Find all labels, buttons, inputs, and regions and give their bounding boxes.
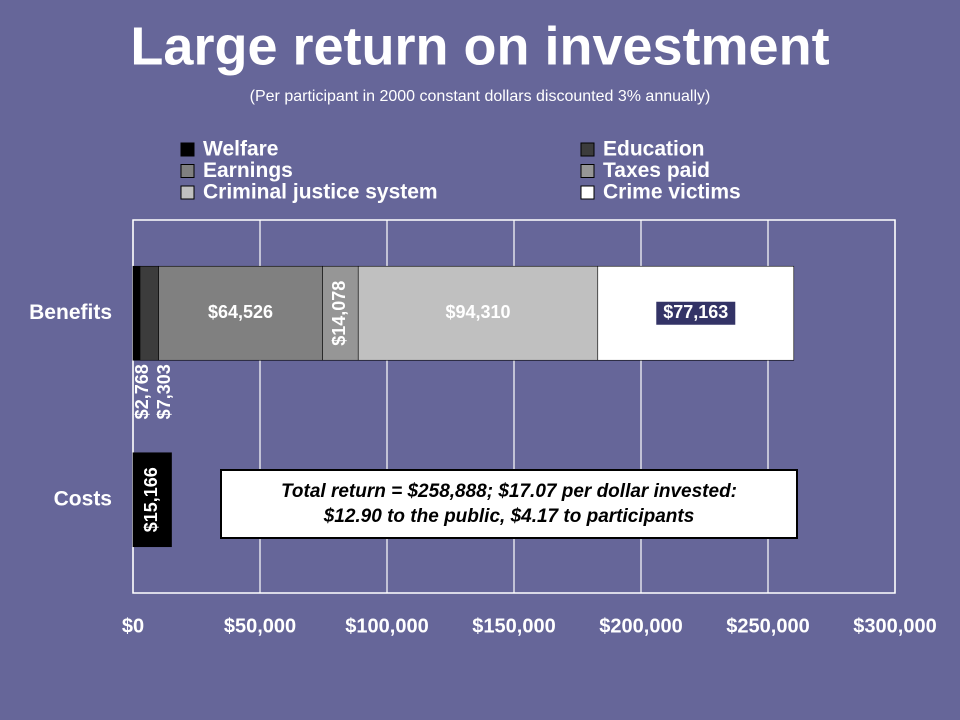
bar-segment xyxy=(139,265,159,361)
x-tick-label: $300,000 xyxy=(853,615,936,637)
data-label: $94,310 xyxy=(445,302,510,322)
legend-swatch xyxy=(180,164,195,178)
data-label: $77,163 xyxy=(663,302,728,322)
bar-segment xyxy=(357,265,599,361)
y-tick-label: Benefits xyxy=(29,301,112,324)
x-tick-label: $200,000 xyxy=(599,615,682,637)
data-label: $14,078 xyxy=(329,281,349,346)
legend-label: Earnings xyxy=(203,159,293,182)
legend-label: Education xyxy=(603,138,705,161)
bar-segment xyxy=(132,265,141,361)
x-tick-label: $100,000 xyxy=(345,615,428,637)
bar-segment xyxy=(132,452,172,548)
annotation: $12.90 to the public, $4.17 to participa… xyxy=(323,506,695,527)
legend-swatch xyxy=(180,185,195,200)
data-label: $2,768 xyxy=(132,364,152,419)
x-tick-label: $0 xyxy=(122,615,144,637)
chart-title: Large return on investment xyxy=(130,16,829,76)
data-label: $64,526 xyxy=(208,302,273,322)
x-tick-label: $50,000 xyxy=(224,615,296,637)
legend-swatch xyxy=(180,142,195,157)
bar-segment xyxy=(322,265,359,361)
bar-segment xyxy=(158,265,323,361)
data-label-box xyxy=(655,300,737,326)
data-label: $15,166 xyxy=(141,467,161,532)
legend-label: Taxes paid xyxy=(603,159,710,182)
annotation: Total return = $258,888; $17.07 per doll… xyxy=(281,481,737,502)
legend-label: Criminal justice system xyxy=(203,181,438,204)
data-label: $7,303 xyxy=(154,364,174,419)
annotation-box xyxy=(220,469,798,539)
x-tick-label: $150,000 xyxy=(472,615,555,637)
legend-label: Welfare xyxy=(203,138,278,161)
chart-subtitle: (Per participant in 2000 constant dollar… xyxy=(250,88,711,105)
x-tick-label: $250,000 xyxy=(726,615,809,637)
legend-label: Crime victims xyxy=(603,181,741,204)
legend-swatch xyxy=(580,164,595,178)
y-tick-label: Costs xyxy=(54,487,112,510)
legend-swatch xyxy=(580,142,595,157)
legend-swatch xyxy=(580,185,595,200)
